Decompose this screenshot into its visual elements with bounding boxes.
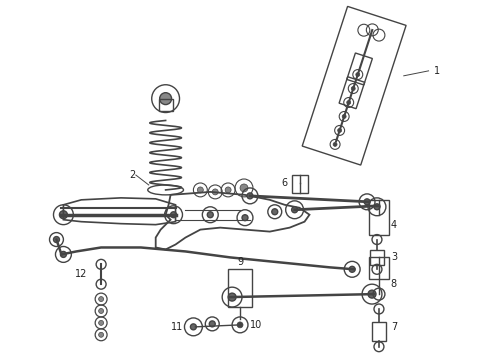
Text: 7: 7 bbox=[391, 322, 397, 332]
Circle shape bbox=[240, 184, 248, 192]
Circle shape bbox=[228, 293, 236, 301]
Text: 4: 4 bbox=[391, 220, 397, 230]
Circle shape bbox=[347, 100, 351, 104]
Circle shape bbox=[242, 215, 248, 221]
Circle shape bbox=[237, 322, 243, 328]
Text: 3: 3 bbox=[391, 252, 397, 262]
Text: 9: 9 bbox=[237, 257, 243, 267]
Circle shape bbox=[98, 320, 103, 325]
Circle shape bbox=[98, 332, 103, 337]
Circle shape bbox=[191, 324, 196, 330]
Text: 2: 2 bbox=[129, 170, 135, 180]
Circle shape bbox=[356, 73, 360, 77]
Circle shape bbox=[160, 93, 172, 105]
Bar bbox=[369, 200, 389, 235]
Circle shape bbox=[53, 237, 59, 243]
Circle shape bbox=[368, 290, 376, 298]
Circle shape bbox=[338, 129, 342, 132]
Text: 12: 12 bbox=[75, 269, 87, 279]
Circle shape bbox=[247, 193, 253, 199]
Circle shape bbox=[342, 114, 346, 118]
Circle shape bbox=[60, 251, 66, 257]
Bar bbox=[292, 175, 308, 193]
Circle shape bbox=[351, 86, 355, 90]
Circle shape bbox=[207, 212, 213, 218]
Circle shape bbox=[333, 143, 337, 147]
Text: 1: 1 bbox=[434, 66, 440, 76]
Bar bbox=[369, 257, 389, 279]
Bar bbox=[370, 250, 384, 265]
Circle shape bbox=[292, 207, 297, 213]
Circle shape bbox=[98, 297, 103, 302]
Circle shape bbox=[98, 309, 103, 314]
Circle shape bbox=[225, 187, 231, 193]
Circle shape bbox=[171, 212, 176, 218]
Text: 6: 6 bbox=[282, 178, 288, 188]
Circle shape bbox=[212, 189, 218, 195]
Circle shape bbox=[364, 199, 370, 205]
Circle shape bbox=[272, 209, 278, 215]
Circle shape bbox=[209, 321, 215, 327]
Circle shape bbox=[59, 211, 68, 219]
Circle shape bbox=[197, 187, 203, 193]
Bar bbox=[372, 322, 386, 341]
Text: 8: 8 bbox=[391, 279, 397, 289]
Circle shape bbox=[349, 266, 355, 272]
Bar bbox=[159, 99, 172, 111]
Circle shape bbox=[374, 204, 380, 210]
Text: 10: 10 bbox=[250, 320, 262, 330]
Text: 11: 11 bbox=[171, 322, 183, 332]
Bar bbox=[228, 269, 252, 307]
